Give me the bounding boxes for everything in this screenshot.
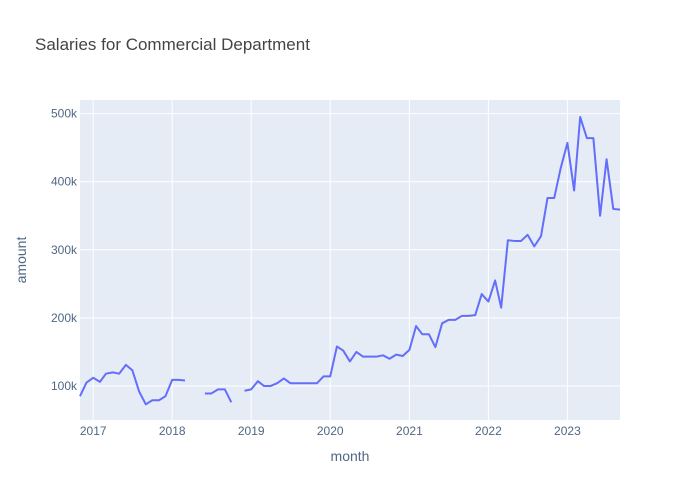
- chart-title: Salaries for Commercial Department: [35, 35, 310, 54]
- series-line: [204, 388, 233, 403]
- x-tick-label: 2017: [80, 424, 107, 438]
- y-tick-label: 300k: [51, 243, 78, 257]
- x-tick-labels: 2017 2018 2019 2020 2021 2022 2023: [80, 424, 581, 438]
- y-tick-label: 400k: [51, 175, 78, 189]
- series-line: [244, 116, 621, 392]
- x-gridlines: [92, 100, 568, 420]
- series-layer: [79, 116, 621, 406]
- x-tick-label: 2020: [317, 424, 344, 438]
- y-tick-label: 200k: [51, 311, 78, 325]
- x-tick-label: 2021: [396, 424, 423, 438]
- series-line: [79, 363, 186, 406]
- plot-area: [80, 100, 620, 420]
- x-tick-label: 2019: [238, 424, 265, 438]
- x-tick-label: 2018: [159, 424, 186, 438]
- y-axis-title: amount: [13, 237, 29, 284]
- y-tick-label: 500k: [51, 107, 78, 121]
- y-tick-labels: 100k 200k 300k 400k 500k: [51, 107, 78, 393]
- x-axis-title: month: [331, 448, 370, 464]
- y-gridlines: [80, 113, 620, 387]
- x-tick-label: 2023: [554, 424, 581, 438]
- x-tick-label: 2022: [475, 424, 502, 438]
- y-tick-label: 100k: [51, 379, 78, 393]
